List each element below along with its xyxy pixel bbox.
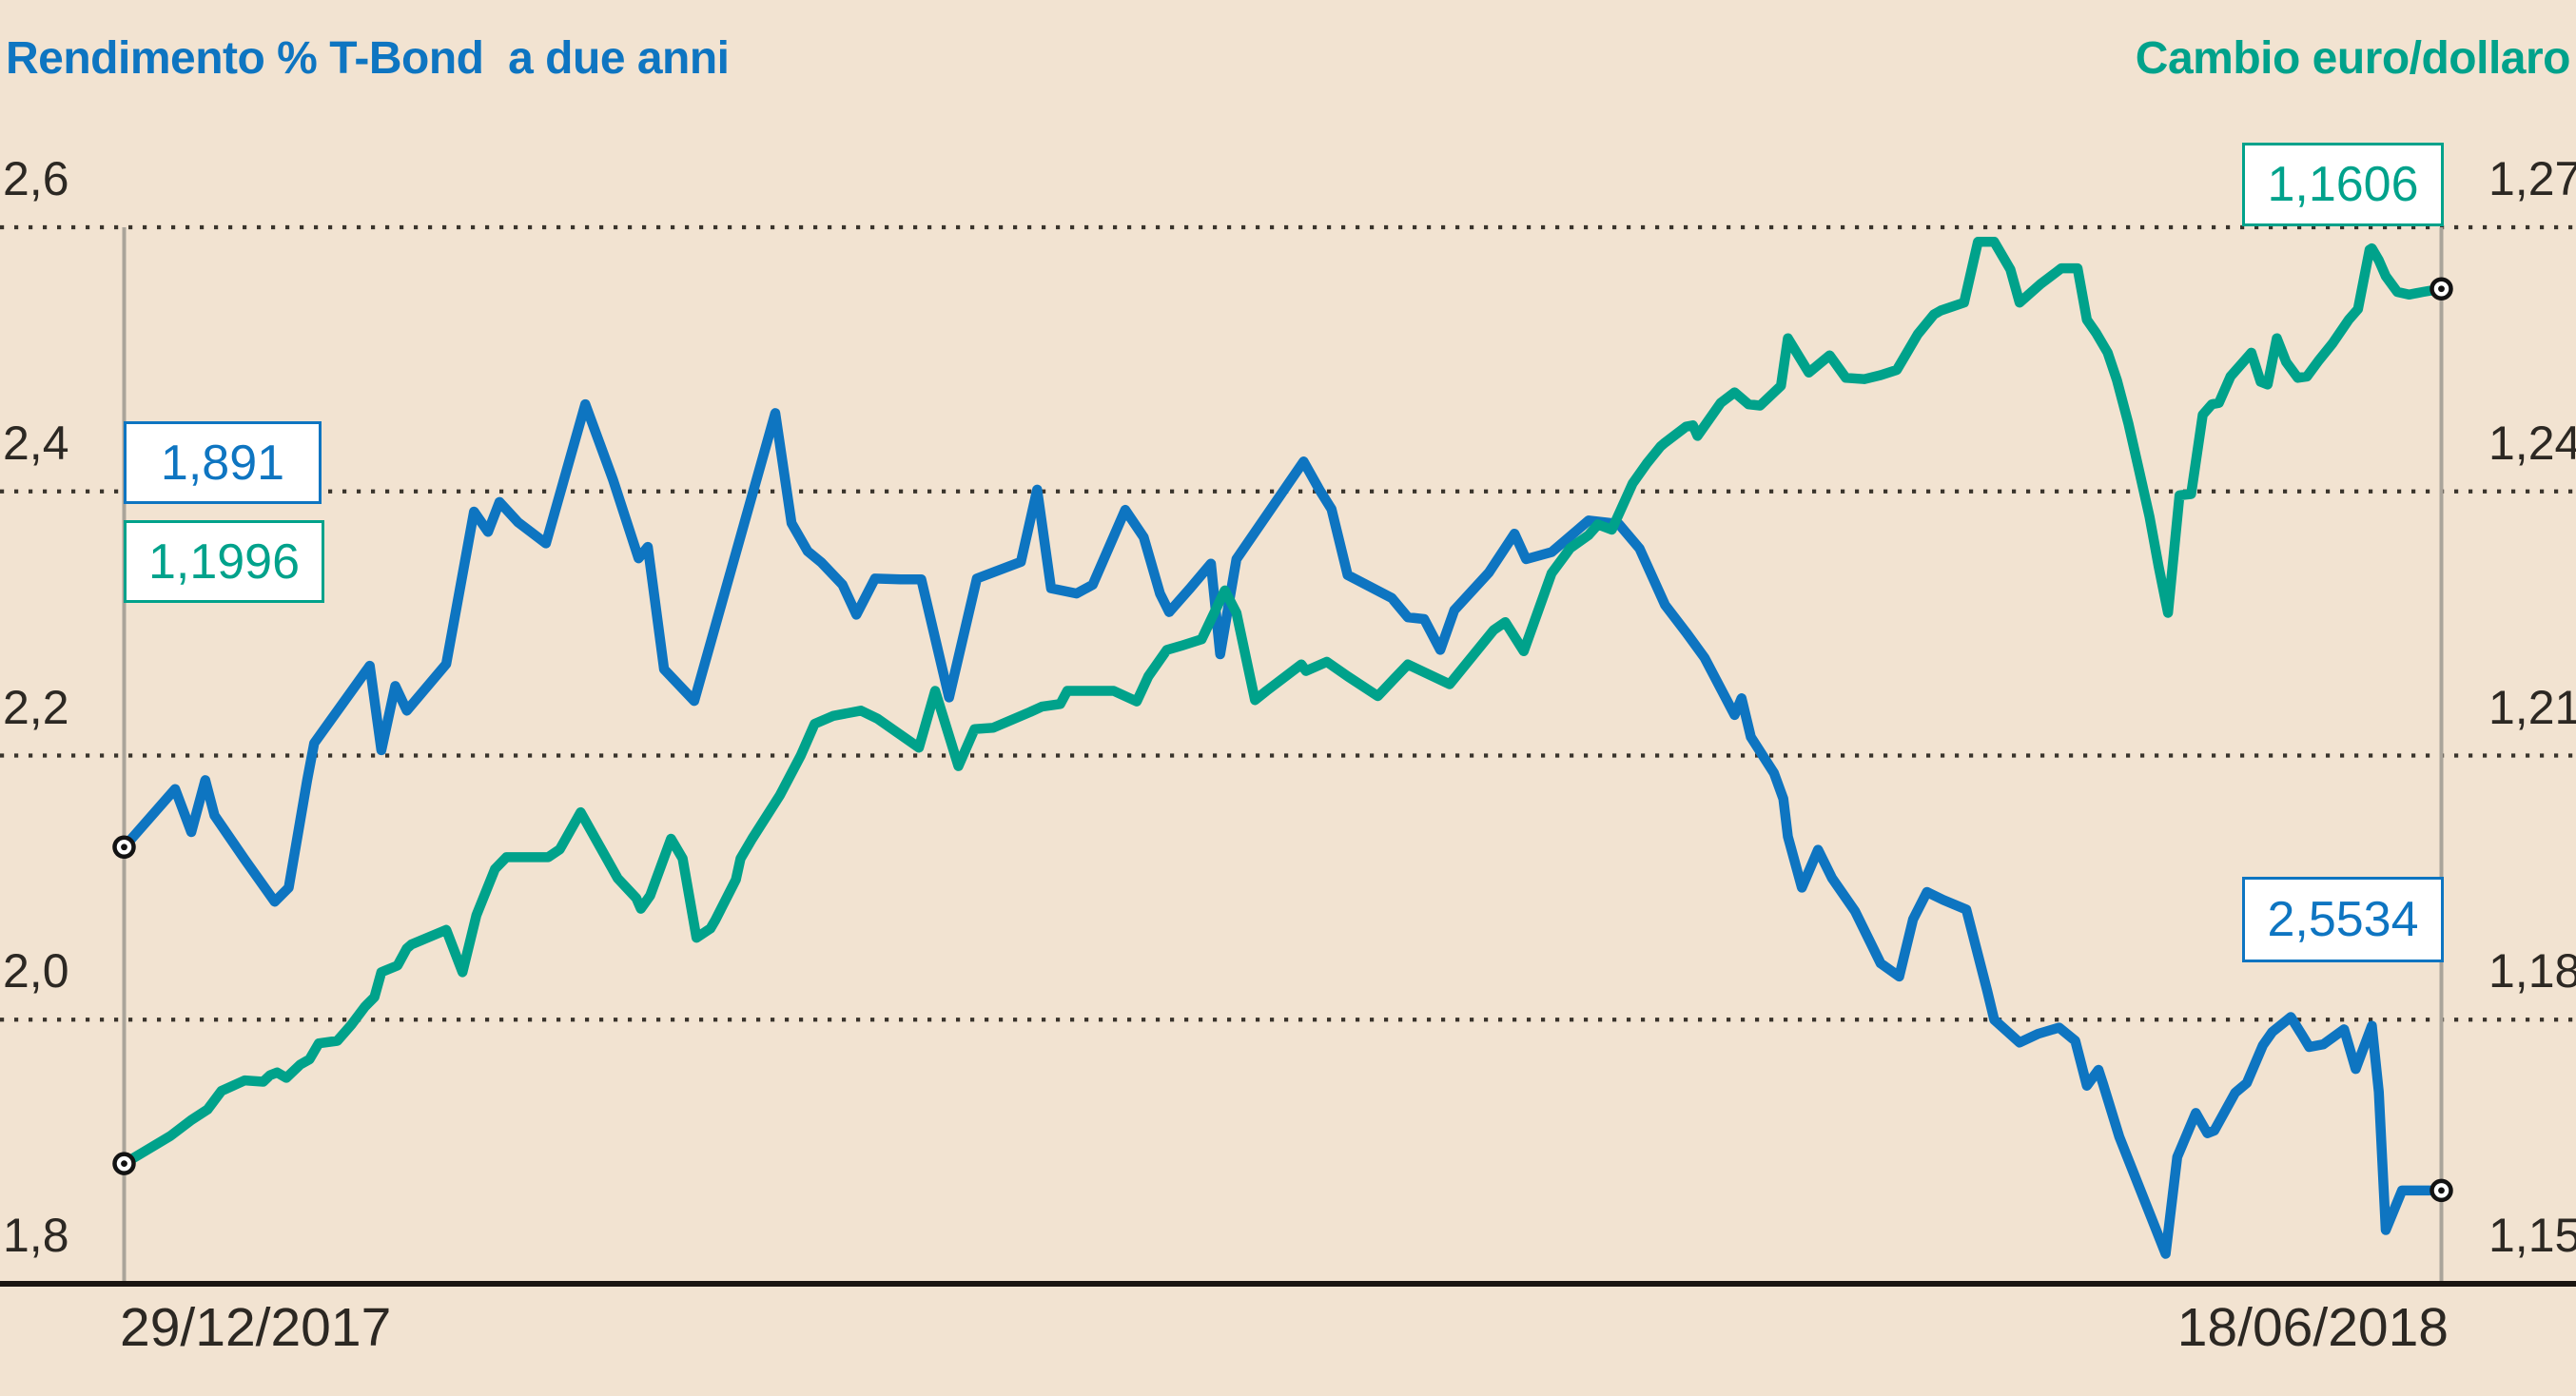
y-axis-left-tick-label: 2,2 [3, 680, 69, 734]
y-axis-right-tick-label: 1,24 [2488, 416, 2576, 470]
green-line-end-marker-dot [2438, 285, 2445, 293]
blue-line-start-marker-dot [121, 843, 127, 851]
blue-line [119, 398, 2447, 1259]
annotation-start-value-blue: 1,891 [160, 435, 285, 491]
y-axis-right-tick-label: 1,27 [2488, 152, 2576, 205]
y-axis-right-tick-label: 1,18 [2488, 944, 2576, 999]
annotation-end-value-blue: 2,5534 [2267, 892, 2419, 947]
green-line-start-marker-dot [121, 1160, 127, 1168]
y-axis-right-tick-label: 1,21 [2488, 680, 2576, 734]
blue-line-end-marker-dot [2438, 1187, 2445, 1194]
annotation-end-value-box-green: 1,1606 [2242, 143, 2444, 226]
annotation-start-value-box-blue: 1,891 [124, 421, 322, 504]
annotation-start-value-green: 1,1996 [147, 533, 301, 590]
y-axis-left-tick-label: 2,0 [3, 944, 69, 999]
green-line [119, 237, 2447, 1169]
x-axis-start-date: 29/12/2017 [120, 1297, 392, 1358]
x-axis-end-date: 18/06/2018 [2176, 1297, 2449, 1358]
right-axis-title: Cambio euro/dollaro [2135, 33, 2571, 84]
y-axis-left-tick-label: 2,4 [3, 416, 69, 470]
annotation-end-value-box-blue: 2,5534 [2242, 877, 2444, 962]
left-axis-title: Rendimento % T-Bond a due anni [6, 33, 730, 84]
annotation-start-value-box-green: 1,1996 [124, 520, 324, 603]
y-axis-right-tick-label: 1,15 [2488, 1209, 2576, 1262]
y-axis-left-tick-label: 1,8 [3, 1209, 69, 1262]
y-axis-left-tick-label: 2,6 [3, 152, 69, 205]
annotation-end-value-green: 1,1606 [2267, 157, 2419, 212]
